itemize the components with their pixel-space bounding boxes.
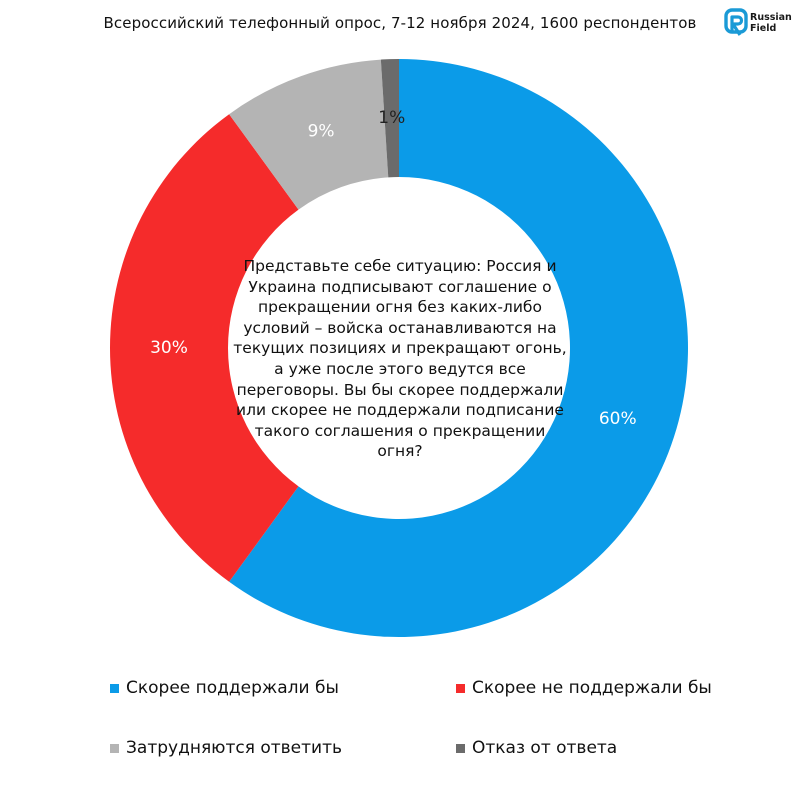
logo-line-2: Field <box>750 23 777 34</box>
donut-slice-undecided <box>229 59 389 210</box>
logo-icon <box>724 8 748 36</box>
donut-slice-not-support <box>109 114 299 582</box>
survey-question: Представьте себе ситуацию: Россия и Укра… <box>233 257 567 461</box>
chart-title: Всероссийский телефонный опрос, 7-12 ноя… <box>103 14 697 32</box>
donut-slice-refused <box>380 59 399 178</box>
slice-label-refused: 1% <box>378 108 405 128</box>
russian-field-logo: Russian Field <box>724 8 794 44</box>
slice-label-support: 60% <box>599 409 637 429</box>
logo-wordmark: Russian Field <box>750 12 792 34</box>
donut-slice-support <box>229 59 688 637</box>
slice-label-undecided: 9% <box>308 122 335 142</box>
logo-line-1: Russian <box>750 12 792 23</box>
slice-label-not-support: 30% <box>150 338 188 358</box>
